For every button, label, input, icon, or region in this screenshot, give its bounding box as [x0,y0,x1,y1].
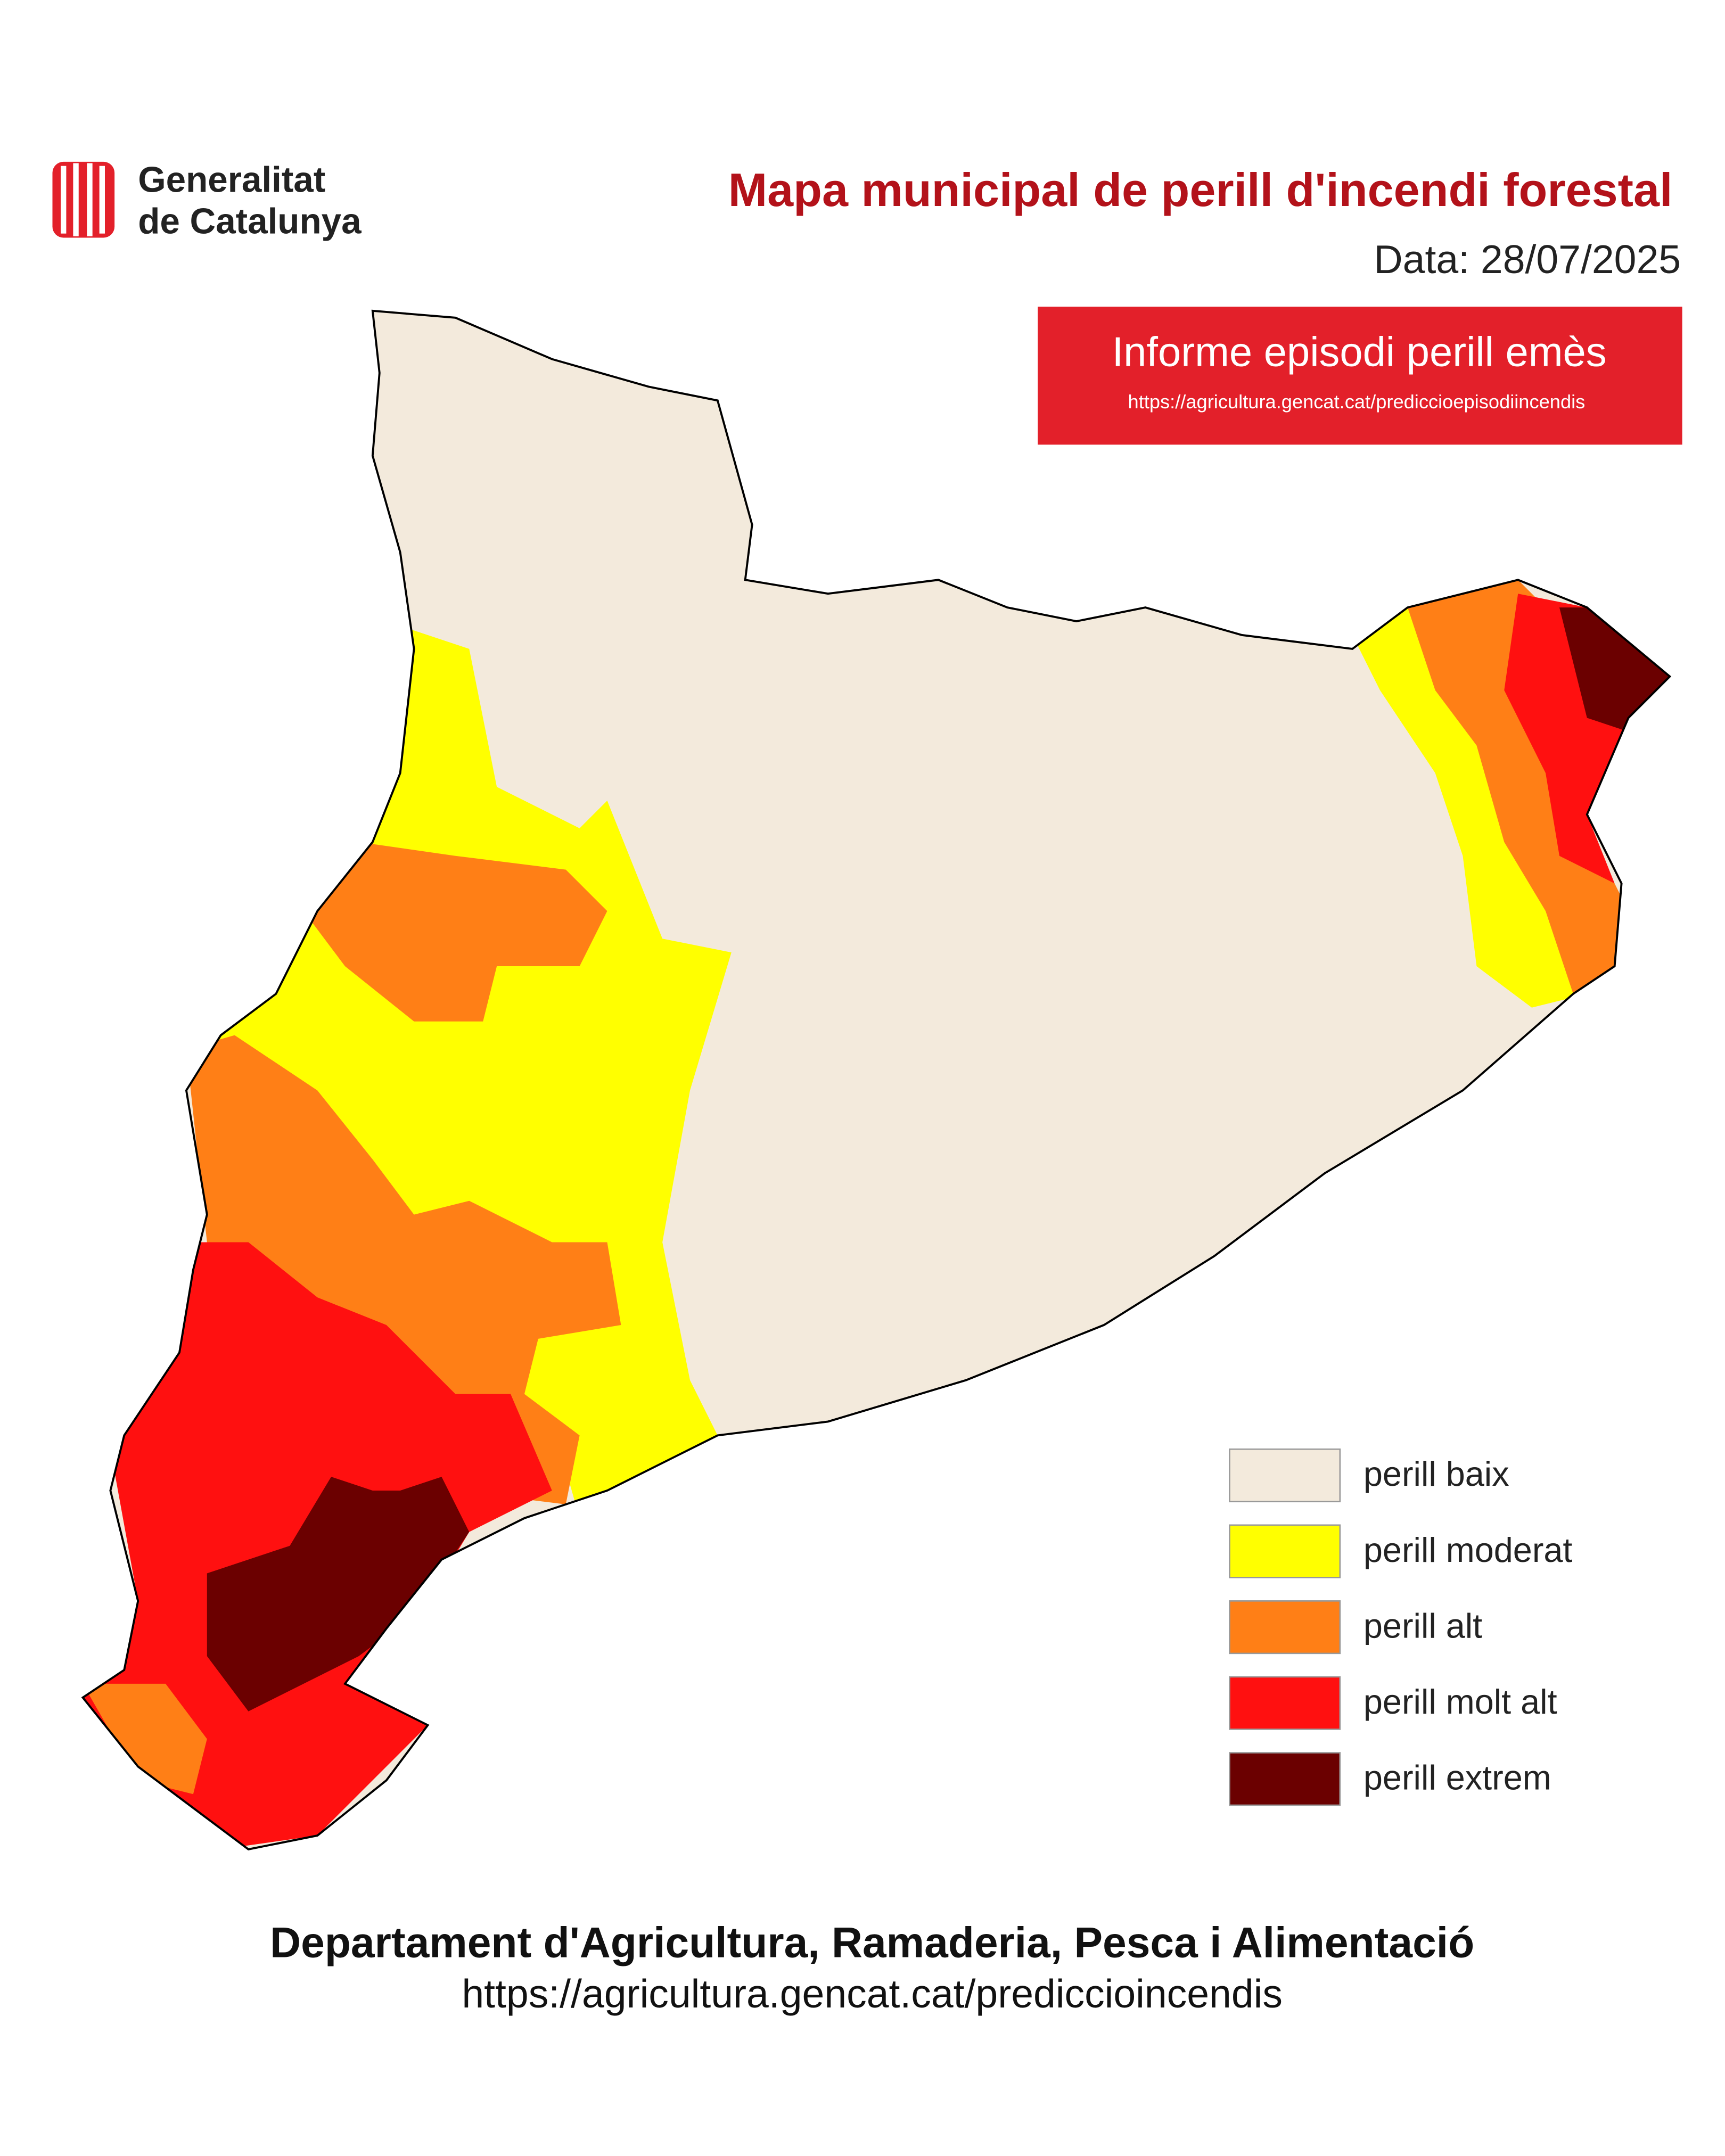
logo-stripe [61,166,67,234]
notice-title: Informe episodi perill emès [1112,329,1607,375]
zone-high [1407,580,1622,994]
legend-label: perill extrem [1363,1758,1551,1797]
legend-swatch [1229,1752,1341,1806]
notice-box [1038,307,1682,445]
map-date: Data: 28/07/2025 [1374,237,1681,282]
legend-label: perill molt alt [1363,1682,1557,1721]
logo-text: de Catalunya [138,201,362,241]
legend-label: perill moderat [1363,1530,1573,1569]
map-title: Mapa municipal de perill d'incendi fores… [728,163,1673,216]
legend-swatch [1229,1676,1341,1730]
legend-label: perill baix [1363,1454,1509,1493]
logo-stripe [87,163,93,236]
map [81,309,1671,1850]
notice-url: https://agricultura.gencat.cat/prediccio… [1128,391,1586,413]
legend: perill baix perill moderat perill alt peril… [1229,1448,1573,1806]
logo-stripe [73,163,79,236]
danger-zones [83,580,1670,1849]
legend-swatch [1229,1524,1341,1578]
logo: Generalitat de Catalunya [52,160,362,241]
zone-extreme [207,1477,470,1711]
logo-stripe [99,166,105,234]
logo-shield [52,161,115,238]
zone-high [303,842,607,1022]
legend-swatch [1229,1448,1341,1503]
legend-label: perill alt [1363,1606,1482,1645]
footer-url: https://agricultura.gencat.cat/prediccio… [462,1971,1283,2016]
zone-high [83,1683,207,1795]
logo-text: Generalitat [138,160,325,200]
footer-department: Departament d'Agricultura, Ramaderia, Pe… [270,1919,1474,1967]
zone-extreme [1559,607,1670,732]
legend-swatch [1229,1600,1341,1655]
zone-high [186,1035,621,1504]
